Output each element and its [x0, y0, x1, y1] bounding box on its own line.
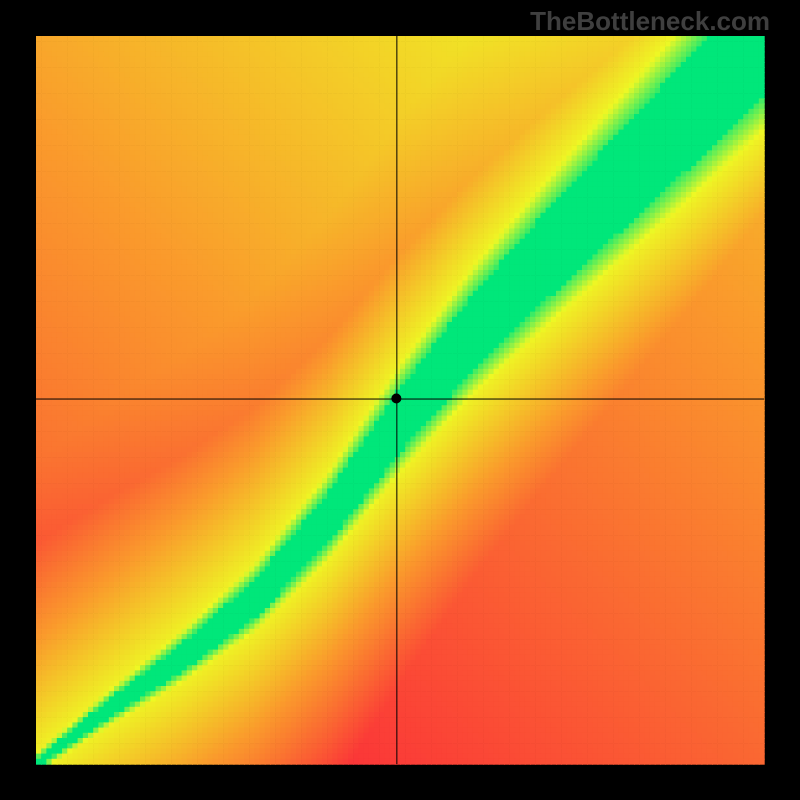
bottleneck-heatmap — [0, 0, 800, 800]
chart-container: TheBottleneck.com — [0, 0, 800, 800]
